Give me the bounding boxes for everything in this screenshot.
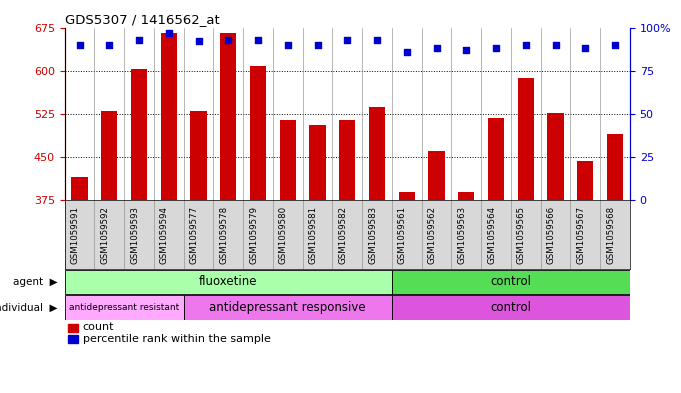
Bar (392, 295, 630, 320)
Point (550, 42, 561, 48)
Bar (191, 111, 207, 200)
Bar (607, 134, 623, 200)
Bar (67, 335, 78, 343)
Text: GSM1059591: GSM1059591 (71, 206, 80, 264)
Point (104, 42, 115, 48)
Bar (65, 270, 392, 294)
Text: count: count (83, 322, 114, 332)
Point (401, 49, 412, 55)
Text: antidepressant responsive: antidepressant responsive (210, 301, 366, 314)
Text: GSM1059566: GSM1059566 (547, 206, 556, 264)
Bar (339, 120, 355, 200)
Text: GSM1059582: GSM1059582 (338, 206, 347, 264)
Text: percentile rank within the sample: percentile rank within the sample (83, 334, 270, 344)
Text: GDS5307 / 1416562_at: GDS5307 / 1416562_at (65, 13, 219, 26)
Text: GSM1059564: GSM1059564 (487, 206, 496, 264)
Point (74, 42, 85, 48)
Bar (548, 113, 564, 200)
Text: GSM1059565: GSM1059565 (517, 206, 526, 264)
Point (163, 29, 174, 36)
Bar (161, 33, 177, 200)
Text: control: control (490, 301, 531, 314)
Bar (65, 295, 184, 320)
Point (609, 42, 620, 48)
Point (520, 42, 531, 48)
Bar (250, 66, 266, 200)
Point (133, 37, 144, 43)
Text: agent  ▶: agent ▶ (13, 277, 58, 287)
Text: GSM1059592: GSM1059592 (100, 206, 110, 264)
Text: GSM1059579: GSM1059579 (249, 206, 258, 264)
Bar (309, 125, 326, 200)
Text: GSM1059567: GSM1059567 (576, 206, 585, 264)
Point (372, 37, 383, 43)
Point (193, 38, 204, 44)
Text: control: control (490, 275, 531, 288)
Point (342, 37, 353, 43)
Point (312, 42, 323, 48)
Text: GSM1059593: GSM1059593 (130, 206, 139, 264)
Bar (488, 118, 504, 200)
Point (223, 37, 234, 43)
Text: GSM1059583: GSM1059583 (368, 206, 377, 264)
Bar (398, 192, 415, 200)
Bar (184, 295, 392, 320)
Bar (428, 151, 445, 200)
Text: GSM1059581: GSM1059581 (308, 206, 317, 264)
Point (580, 45, 590, 51)
Bar (392, 270, 630, 294)
Text: GSM1059580: GSM1059580 (279, 206, 288, 264)
Text: antidepressant resistant: antidepressant resistant (69, 303, 179, 312)
Text: GSM1059577: GSM1059577 (189, 206, 199, 264)
Bar (101, 111, 118, 200)
Point (461, 47, 472, 53)
Text: fluoxetine: fluoxetine (199, 275, 257, 288)
Bar (131, 69, 147, 200)
Text: individual  ▶: individual ▶ (0, 303, 58, 312)
Bar (577, 161, 593, 200)
Point (283, 42, 294, 48)
Bar (518, 78, 534, 200)
Bar (458, 192, 475, 200)
Text: GSM1059562: GSM1059562 (428, 206, 437, 264)
Bar (369, 107, 385, 200)
Text: GSM1059568: GSM1059568 (606, 206, 615, 264)
Text: GSM1059561: GSM1059561 (398, 206, 407, 264)
Text: GSM1059563: GSM1059563 (458, 206, 466, 264)
Bar (67, 323, 78, 332)
Text: GSM1059594: GSM1059594 (160, 206, 169, 264)
Text: GSM1059578: GSM1059578 (219, 206, 228, 264)
Bar (72, 177, 88, 200)
Point (431, 45, 442, 51)
Point (490, 45, 501, 51)
Bar (220, 33, 236, 200)
Bar (280, 120, 296, 200)
Point (253, 37, 264, 43)
